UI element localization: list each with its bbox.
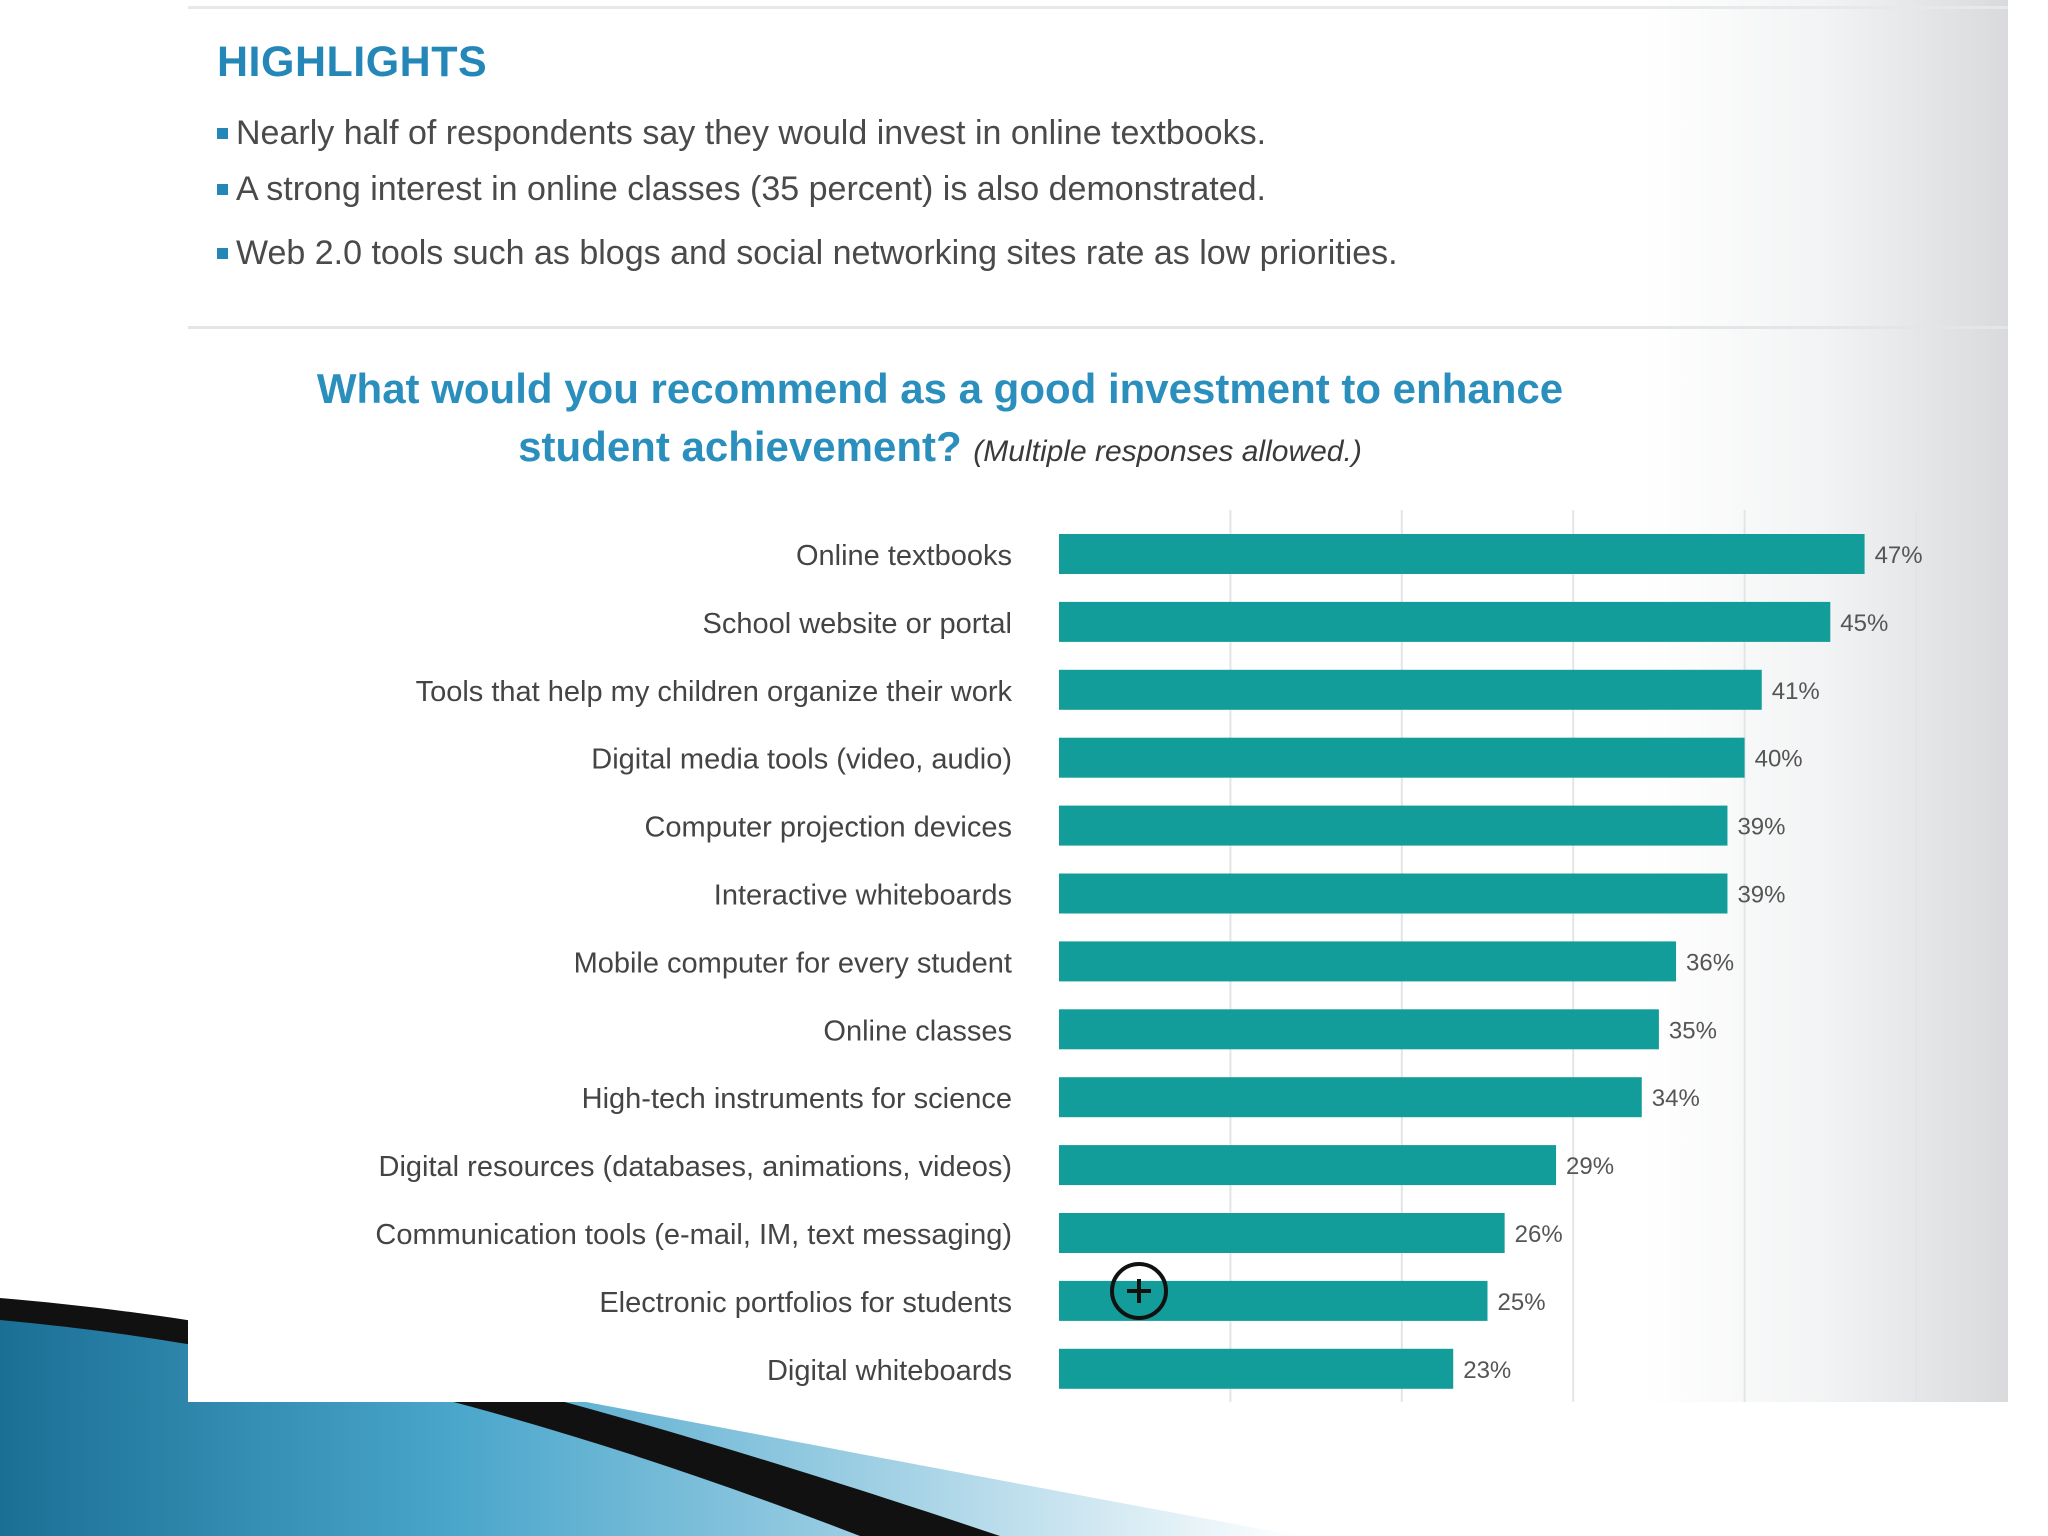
bar	[1059, 669, 1762, 710]
highlights-heading: HIGHLIGHTS	[217, 38, 488, 86]
highlight-item: Web 2.0 tools such as blogs and social n…	[217, 234, 1398, 273]
chart-title-note: (Multiple responses allowed.)	[973, 435, 1362, 468]
highlight-item: Nearly half of respondents say they woul…	[217, 114, 1266, 153]
bar	[1059, 941, 1677, 982]
highlight-text: Web 2.0 tools such as blogs and social n…	[236, 234, 1398, 272]
bar	[1059, 1009, 1659, 1050]
top-divider	[188, 6, 2008, 9]
value-label: 35%	[1669, 1017, 1717, 1044]
bullet-icon	[217, 247, 228, 259]
bar	[1059, 873, 1728, 914]
chart-title-line2: student achievement? (Multiple responses…	[188, 418, 1692, 481]
highlight-text: Nearly half of respondents say they woul…	[236, 114, 1267, 152]
plus-circle-icon[interactable]	[1110, 1262, 1168, 1320]
section-divider	[188, 326, 2008, 329]
bar-chart: Online textbooks 47% School website or por…	[375, 510, 1923, 1402]
value-label: 39%	[1737, 882, 1785, 909]
category-label: Mobile computer for every student	[574, 947, 1012, 979]
category-label: Online classes	[823, 1015, 1012, 1047]
highlight-text: A strong interest in online classes (35 …	[236, 170, 1266, 208]
chart-title: What would you recommend as a good inves…	[188, 360, 1692, 481]
bullet-icon	[217, 127, 228, 139]
bar	[1059, 534, 1865, 574]
value-label: 39%	[1737, 814, 1785, 841]
value-label: 34%	[1652, 1085, 1700, 1112]
category-label: Electronic portfolios for students	[599, 1287, 1012, 1319]
category-label: School website or portal	[703, 608, 1013, 640]
bar	[1059, 737, 1745, 778]
value-label: 25%	[1498, 1289, 1546, 1316]
category-label: Communication tools (e-mail, IM, text me…	[375, 1219, 1012, 1251]
bar	[1059, 1213, 1505, 1253]
bar	[1059, 1348, 1454, 1389]
bar	[1059, 1280, 1488, 1321]
category-label: Interactive whiteboards	[714, 880, 1012, 912]
bar	[1059, 1077, 1642, 1118]
category-label: Online textbooks	[796, 540, 1012, 572]
bullet-icon	[217, 183, 228, 195]
highlight-item: A strong interest in online classes (35 …	[217, 170, 1266, 209]
value-label: 29%	[1566, 1153, 1614, 1180]
value-label: 40%	[1755, 746, 1803, 773]
category-label: Computer projection devices	[644, 812, 1012, 844]
chart-title-line1: What would you recommend as a good inves…	[316, 365, 1564, 412]
value-label: 45%	[1840, 610, 1888, 637]
bar	[1059, 601, 1831, 642]
category-label: Digital whiteboards	[767, 1355, 1012, 1387]
bar	[1059, 1145, 1557, 1186]
bar	[1059, 805, 1728, 846]
category-label: Tools that help my children organize the…	[416, 676, 1013, 708]
value-label: 41%	[1772, 678, 1820, 705]
value-label: 36%	[1686, 949, 1734, 976]
category-label: Digital resources (databases, animations…	[379, 1151, 1012, 1183]
category-label: Digital media tools (video, audio)	[591, 744, 1012, 776]
category-label: High-tech instruments for science	[582, 1083, 1012, 1115]
value-label: 26%	[1515, 1221, 1563, 1248]
chart-title-line2-text: student achievement?	[518, 423, 962, 470]
value-label: 47%	[1875, 542, 1923, 569]
value-label: 23%	[1463, 1357, 1511, 1384]
chart-slide: HIGHLIGHTS Nearly half of respondents sa…	[188, 0, 2008, 1402]
